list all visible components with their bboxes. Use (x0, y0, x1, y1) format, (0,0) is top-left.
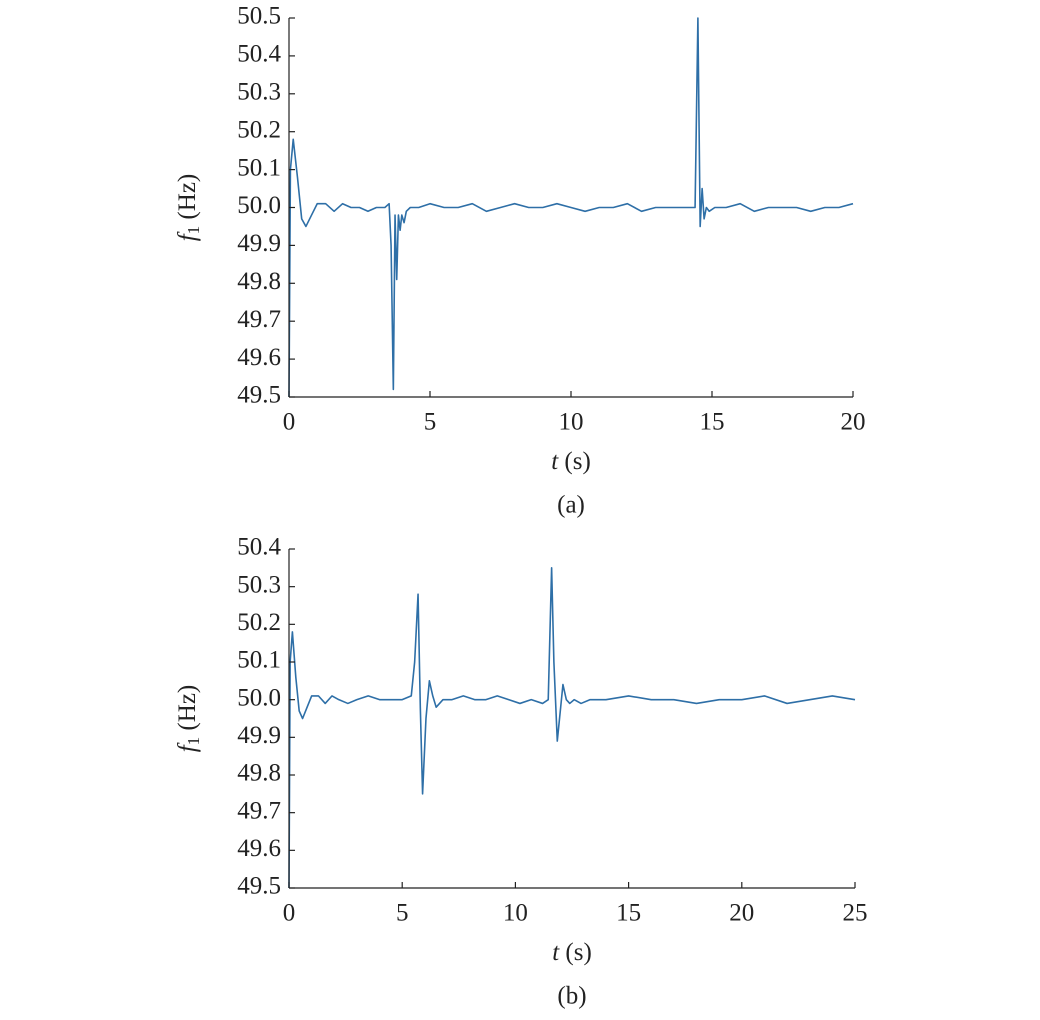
data-line (288, 567, 856, 889)
x-tick-label: 0 (283, 409, 296, 436)
y-tick-label: 50.2 (237, 609, 281, 636)
y-tick-label: 50.3 (237, 79, 281, 106)
y-tick-label: 49.9 (237, 722, 281, 749)
x-tick-label: 0 (283, 900, 296, 927)
x-tick-label: 10 (503, 900, 528, 927)
y-tick-label: 49.6 (237, 835, 281, 862)
y-tick-label: 49.7 (237, 306, 281, 333)
y-tick-label: 50.3 (237, 571, 281, 598)
y-tick-label: 49.5 (237, 873, 281, 900)
x-tick-label: 25 (843, 900, 868, 927)
x-tick-label: 20 (729, 900, 754, 927)
x-tick-label: 5 (396, 900, 409, 927)
y-tick-label: 50.0 (237, 192, 281, 219)
y-axis-label: f1 (Hz) (174, 174, 203, 242)
caption: (a) (557, 492, 585, 519)
y-tick-label: 50.0 (237, 684, 281, 711)
x-axis-label: t (s) (551, 448, 591, 475)
y-tick-label: 49.8 (237, 268, 281, 295)
x-tick-label: 10 (559, 409, 584, 436)
caption: (b) (557, 983, 586, 1010)
y-tick-label: 50.5 (237, 3, 281, 30)
x-tick-label: 15 (616, 900, 641, 927)
x-axis-label: t (s) (552, 939, 592, 966)
x-tick-label: 5 (424, 409, 437, 436)
y-tick-label: 49.9 (237, 230, 281, 257)
y-tick-label: 50.2 (237, 116, 281, 143)
y-tick-label: 49.7 (237, 797, 281, 824)
x-tick-label: 20 (841, 409, 866, 436)
x-tick-label: 15 (700, 409, 725, 436)
data-line (288, 17, 854, 398)
y-axis-label: f1 (Hz) (174, 685, 203, 753)
y-tick-label: 50.4 (237, 534, 281, 561)
y-tick-label: 50.1 (237, 647, 281, 674)
y-tick-label: 50.4 (237, 41, 281, 68)
y-tick-label: 50.1 (237, 154, 281, 181)
y-tick-label: 49.8 (237, 760, 281, 787)
y-tick-label: 49.6 (237, 344, 281, 371)
y-tick-label: 49.5 (237, 382, 281, 409)
